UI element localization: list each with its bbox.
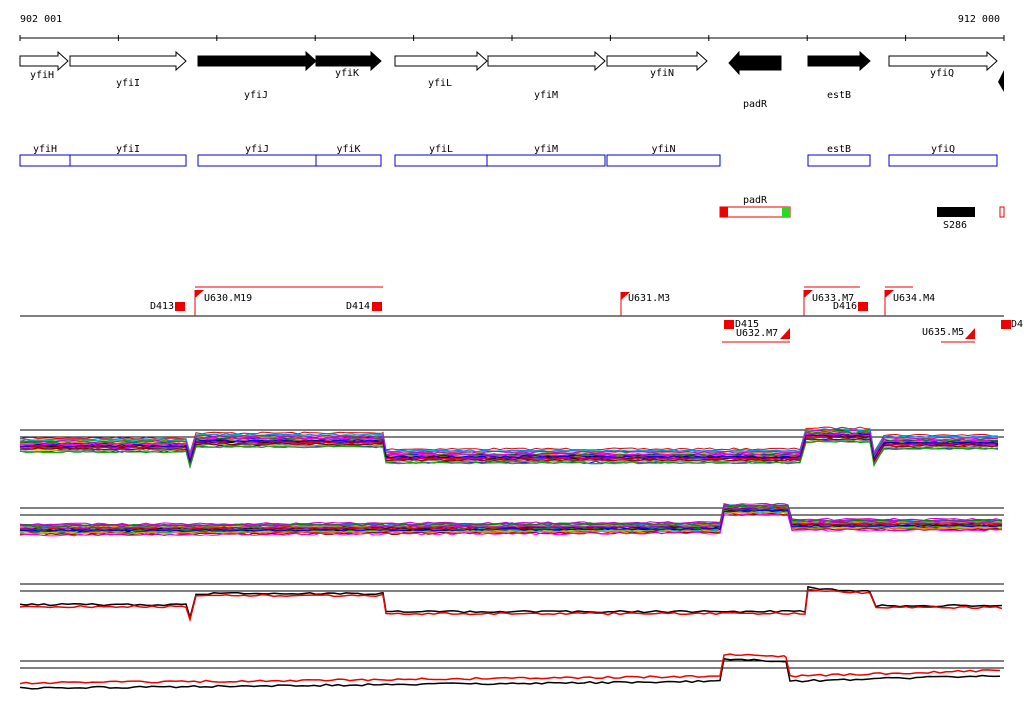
gene-arrow bbox=[69, 50, 187, 72]
gene-label: yfiJ bbox=[244, 90, 268, 101]
expression-trace bbox=[19, 509, 1003, 533]
segment-label: D41 bbox=[1011, 319, 1024, 330]
gene-arrow bbox=[807, 50, 871, 72]
annotation-label: estB bbox=[827, 144, 851, 155]
segment-marker bbox=[372, 302, 382, 311]
expression-trace bbox=[19, 512, 1003, 535]
expression-trace bbox=[19, 438, 999, 468]
annotation-label: yfiI bbox=[116, 144, 140, 155]
expression-trace bbox=[19, 653, 1001, 685]
expression-trace bbox=[19, 428, 999, 458]
gene-arrow bbox=[394, 50, 488, 72]
feature-box bbox=[719, 206, 791, 218]
gene-label: yfiH bbox=[30, 70, 54, 81]
expression-trace bbox=[19, 657, 1001, 690]
segment-label: U631.M3 bbox=[628, 293, 670, 304]
gene-label: padR bbox=[743, 99, 768, 110]
gene-label: yfiI bbox=[116, 78, 140, 89]
expression-trace bbox=[19, 502, 1003, 526]
gene-arrow bbox=[487, 50, 606, 72]
segment-label: U633.M7 bbox=[812, 293, 854, 304]
segment-label: D415 bbox=[735, 319, 759, 330]
expression-trace bbox=[19, 585, 1003, 621]
segment-label: U635.M5 bbox=[922, 327, 964, 338]
gene-arrow bbox=[19, 50, 69, 72]
gene-label: yfiQ bbox=[930, 68, 954, 79]
expression-trace bbox=[19, 505, 1003, 528]
expression-trace bbox=[19, 435, 999, 464]
annotation-label: yfiJ bbox=[245, 144, 269, 155]
segment-marker bbox=[965, 328, 975, 339]
expression-trace bbox=[19, 513, 1003, 537]
segment-marker bbox=[804, 290, 813, 298]
feature-box bbox=[999, 206, 1005, 218]
segment-marker bbox=[1001, 320, 1011, 329]
expression-trace bbox=[19, 433, 999, 462]
feature-label: S286 bbox=[943, 220, 967, 231]
segment-label: D416 bbox=[833, 301, 857, 312]
segment-marker bbox=[780, 328, 790, 339]
expression-trace bbox=[20, 513, 1003, 536]
annotation-box bbox=[315, 154, 382, 167]
gene-label: yfiN bbox=[650, 68, 674, 79]
segment-marker bbox=[858, 302, 868, 311]
expression-trace bbox=[19, 434, 999, 463]
annotation-label: yfiQ bbox=[931, 144, 955, 155]
gene-arrow bbox=[606, 50, 708, 72]
expression-trace bbox=[19, 440, 999, 469]
feature-end bbox=[782, 207, 790, 217]
gene-label: yfiM bbox=[534, 90, 558, 101]
expression-trace bbox=[19, 588, 1003, 623]
segment-label: D414 bbox=[346, 301, 370, 312]
expression-trace bbox=[19, 503, 1003, 527]
segment-marker bbox=[621, 292, 630, 300]
annotation-box bbox=[69, 154, 187, 167]
segment-marker bbox=[195, 290, 204, 298]
annotation-label: yfiM bbox=[534, 144, 558, 155]
gene-label: estB bbox=[827, 90, 851, 101]
gene-arrow bbox=[197, 50, 317, 72]
annotation-box bbox=[486, 154, 606, 167]
gene-arrow bbox=[315, 50, 382, 72]
expression-trace bbox=[19, 506, 1003, 530]
annotation-box bbox=[197, 154, 317, 167]
annotation-label: yfiN bbox=[651, 144, 675, 155]
gene-label: yfiL bbox=[428, 78, 452, 89]
gene-arrow bbox=[888, 50, 998, 72]
expression-trace bbox=[19, 429, 999, 459]
segment-label: U632.M7 bbox=[736, 328, 778, 339]
feature-end bbox=[720, 207, 728, 217]
gene-arrow bbox=[728, 50, 782, 76]
ruler-start: 902 001 bbox=[20, 14, 62, 25]
annotation-box bbox=[807, 154, 871, 167]
annotation-box bbox=[394, 154, 488, 167]
segment-marker bbox=[724, 320, 734, 329]
annotation-box bbox=[888, 154, 998, 167]
segment-marker bbox=[885, 290, 894, 298]
segment-label: D413 bbox=[150, 301, 174, 312]
annotation-box bbox=[19, 154, 71, 167]
expression-trace bbox=[19, 437, 999, 465]
feature-label: padR bbox=[743, 195, 768, 206]
gene-arrow bbox=[998, 70, 1004, 92]
segment-marker bbox=[175, 302, 185, 311]
feature-box bbox=[937, 207, 975, 217]
segment-label: U630.M19 bbox=[204, 293, 252, 304]
annotation-label: yfiL bbox=[429, 144, 453, 155]
annotation-label: yfiH bbox=[33, 144, 57, 155]
segment-label: U634.M4 bbox=[893, 293, 935, 304]
annotation-box bbox=[606, 154, 721, 167]
annotation-label: yfiK bbox=[336, 144, 360, 155]
ruler-end: 912 000 bbox=[958, 14, 1000, 25]
gene-label: yfiK bbox=[335, 68, 359, 79]
